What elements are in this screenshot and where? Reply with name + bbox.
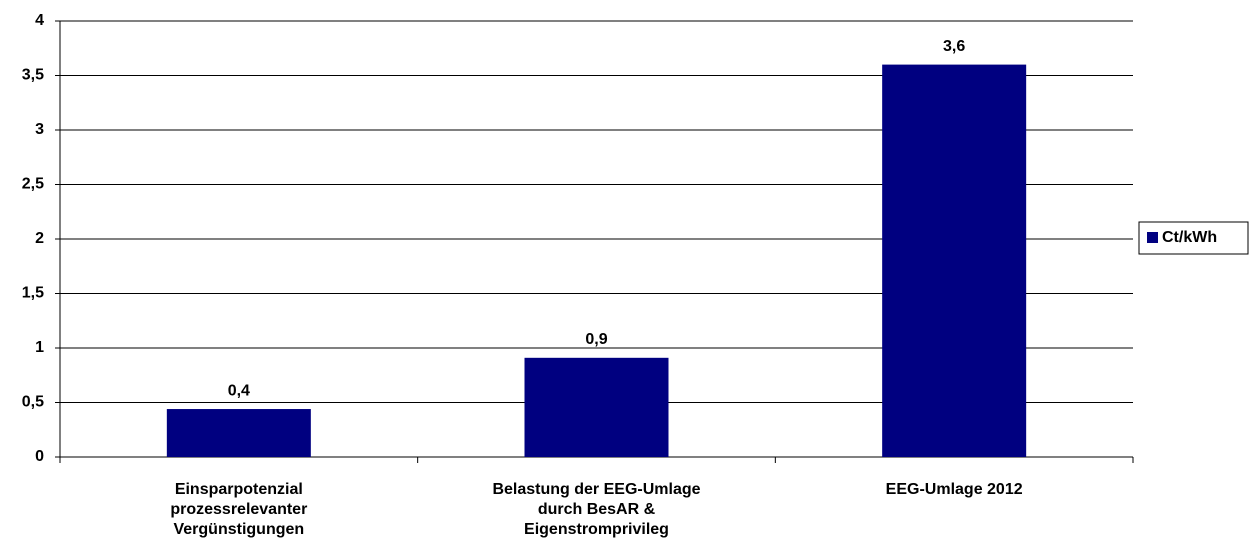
bar [524, 357, 669, 457]
y-tick-label: 1,5 [22, 285, 44, 302]
y-tick-label: 2 [35, 230, 44, 247]
value-label: 0,4 [228, 382, 250, 399]
bar [882, 64, 1027, 457]
legend-label: Ct/kWh [1162, 229, 1217, 246]
value-label: 3,6 [943, 38, 965, 55]
y-tick-label: 4 [35, 12, 44, 29]
y-tick-label: 0,5 [22, 394, 44, 411]
bar [166, 409, 311, 457]
x-tick-label: Einsparpotenzial prozessrelevanter Vergü… [170, 481, 308, 538]
value-label: 0,9 [585, 331, 607, 348]
y-tick-label: 1 [35, 339, 44, 356]
y-tick-label: 3 [35, 121, 44, 138]
x-tick-label: EEG-Umlage 2012 [885, 481, 1023, 498]
y-tick-label: 2,5 [22, 176, 44, 193]
legend-swatch [1147, 232, 1158, 243]
y-tick-label: 3,5 [22, 67, 44, 84]
x-tick-label: Belastung der EEG-Umlage durch BesAR & E… [492, 481, 701, 538]
y-tick-label: 0 [35, 448, 44, 465]
